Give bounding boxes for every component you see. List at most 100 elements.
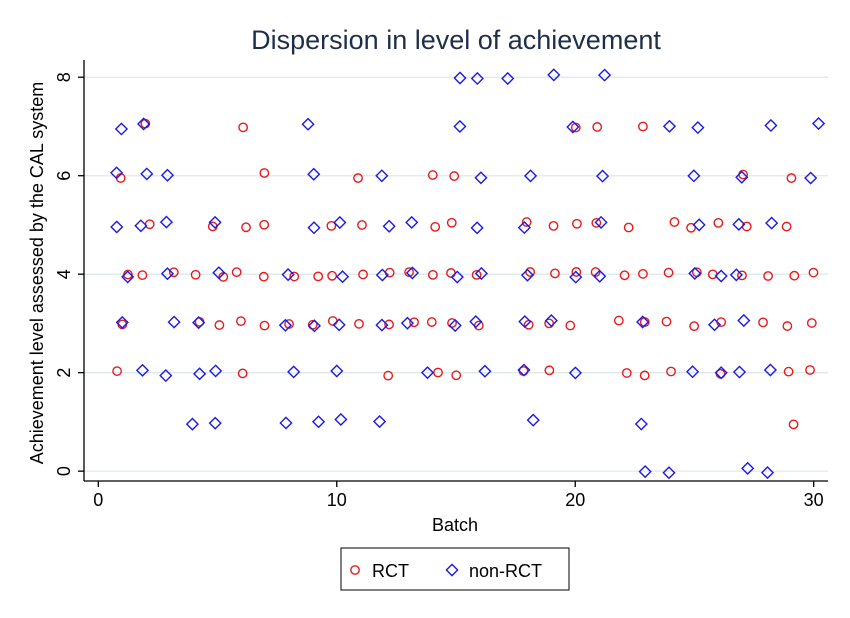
point-rct: [565, 320, 576, 331]
point-non-rct: [453, 71, 467, 85]
point-rct: [137, 270, 148, 281]
point-non-rct: [520, 268, 535, 282]
point-rct: [686, 222, 696, 233]
point-non-rct: [311, 415, 326, 429]
y-tick-label: 8: [54, 72, 74, 82]
point-non-rct: [121, 270, 135, 284]
point-non-rct: [523, 169, 538, 183]
point-non-rct: [732, 365, 747, 379]
point-non-rct: [517, 363, 531, 377]
point-non-rct: [517, 220, 531, 235]
point-non-rct: [597, 68, 612, 82]
point-rct: [451, 370, 462, 381]
point-non-rct: [732, 217, 746, 231]
point-rct: [689, 321, 700, 332]
point-non-rct: [811, 116, 826, 131]
point-rct: [289, 271, 300, 282]
point-non-rct: [208, 416, 222, 430]
point-rct: [639, 370, 650, 381]
point-non-rct: [335, 270, 350, 284]
point-rct: [550, 268, 560, 279]
point-non-rct: [279, 416, 293, 430]
point-non-rct: [448, 318, 462, 333]
point-rct: [758, 317, 768, 328]
point-rct: [808, 267, 819, 278]
point-non-rct: [333, 215, 347, 230]
point-non-rct: [115, 315, 129, 330]
point-non-rct: [662, 119, 677, 133]
point-rct: [430, 221, 441, 232]
point-non-rct: [804, 171, 818, 185]
point-non-rct: [287, 365, 301, 379]
point-non-rct: [707, 318, 722, 332]
point-rct: [384, 319, 394, 330]
point-rct: [259, 320, 270, 331]
point-rct: [313, 271, 324, 282]
legend-marker-non-rct: [445, 563, 459, 577]
point-rct: [783, 366, 794, 377]
point-non-rct: [469, 315, 483, 329]
point-non-rct: [470, 221, 484, 235]
point-non-rct: [691, 120, 705, 135]
point-rct: [190, 269, 201, 280]
y-tick-label: 0: [54, 466, 74, 476]
point-rct: [737, 270, 747, 281]
point-non-rct: [159, 368, 173, 383]
point-rct: [713, 217, 724, 228]
point-non-rct: [692, 218, 706, 232]
point-rct: [789, 270, 800, 281]
point-non-rct: [375, 318, 389, 332]
point-rct: [805, 365, 815, 375]
point-non-rct: [140, 167, 154, 181]
point-rct: [259, 219, 270, 230]
point-non-rct: [569, 270, 583, 284]
point-rct: [449, 171, 460, 181]
point-rct: [782, 321, 793, 331]
point-non-rct: [735, 170, 749, 184]
point-non-rct: [159, 215, 174, 229]
point-non-rct: [301, 117, 315, 131]
point-non-rct: [405, 266, 420, 280]
point-non-rct: [687, 169, 701, 183]
point-rct: [168, 267, 179, 278]
point-rct: [621, 368, 632, 378]
point-non-rct: [193, 367, 207, 381]
point-non-rct: [160, 267, 175, 281]
point-non-rct: [110, 220, 124, 234]
x-tick-label: 20: [565, 490, 585, 510]
point-non-rct: [526, 413, 540, 427]
point-rct: [427, 269, 438, 280]
point-rct: [661, 316, 672, 327]
point-non-rct: [478, 364, 492, 378]
point-non-rct: [405, 215, 419, 230]
point-rct: [231, 267, 242, 278]
legend: RCT non-RCT: [340, 547, 570, 591]
point-rct: [354, 318, 364, 329]
point-non-rct: [212, 266, 226, 280]
point-rct: [521, 217, 532, 227]
point-non-rct: [688, 266, 702, 281]
point-non-rct: [501, 71, 515, 86]
point-non-rct: [167, 315, 181, 329]
point-non-rct: [185, 417, 199, 431]
point-rct: [544, 365, 555, 376]
point-rct: [358, 269, 368, 280]
point-rct: [446, 217, 457, 228]
point-non-rct: [278, 318, 292, 332]
point-non-rct: [307, 221, 321, 235]
point-non-rct: [714, 366, 728, 380]
y-tick-label: 4: [54, 269, 74, 279]
point-rct: [590, 267, 601, 277]
point-rct: [327, 270, 338, 281]
x-tick-label: 10: [327, 490, 347, 510]
point-non-rct: [209, 364, 223, 378]
point-non-rct: [160, 168, 175, 182]
point-rct: [781, 221, 792, 232]
point-non-rct: [474, 266, 488, 281]
point-rct: [471, 269, 482, 280]
point-non-rct: [382, 219, 396, 233]
point-non-rct: [470, 71, 484, 86]
point-rct: [591, 217, 602, 228]
point-non-rct: [400, 316, 415, 330]
